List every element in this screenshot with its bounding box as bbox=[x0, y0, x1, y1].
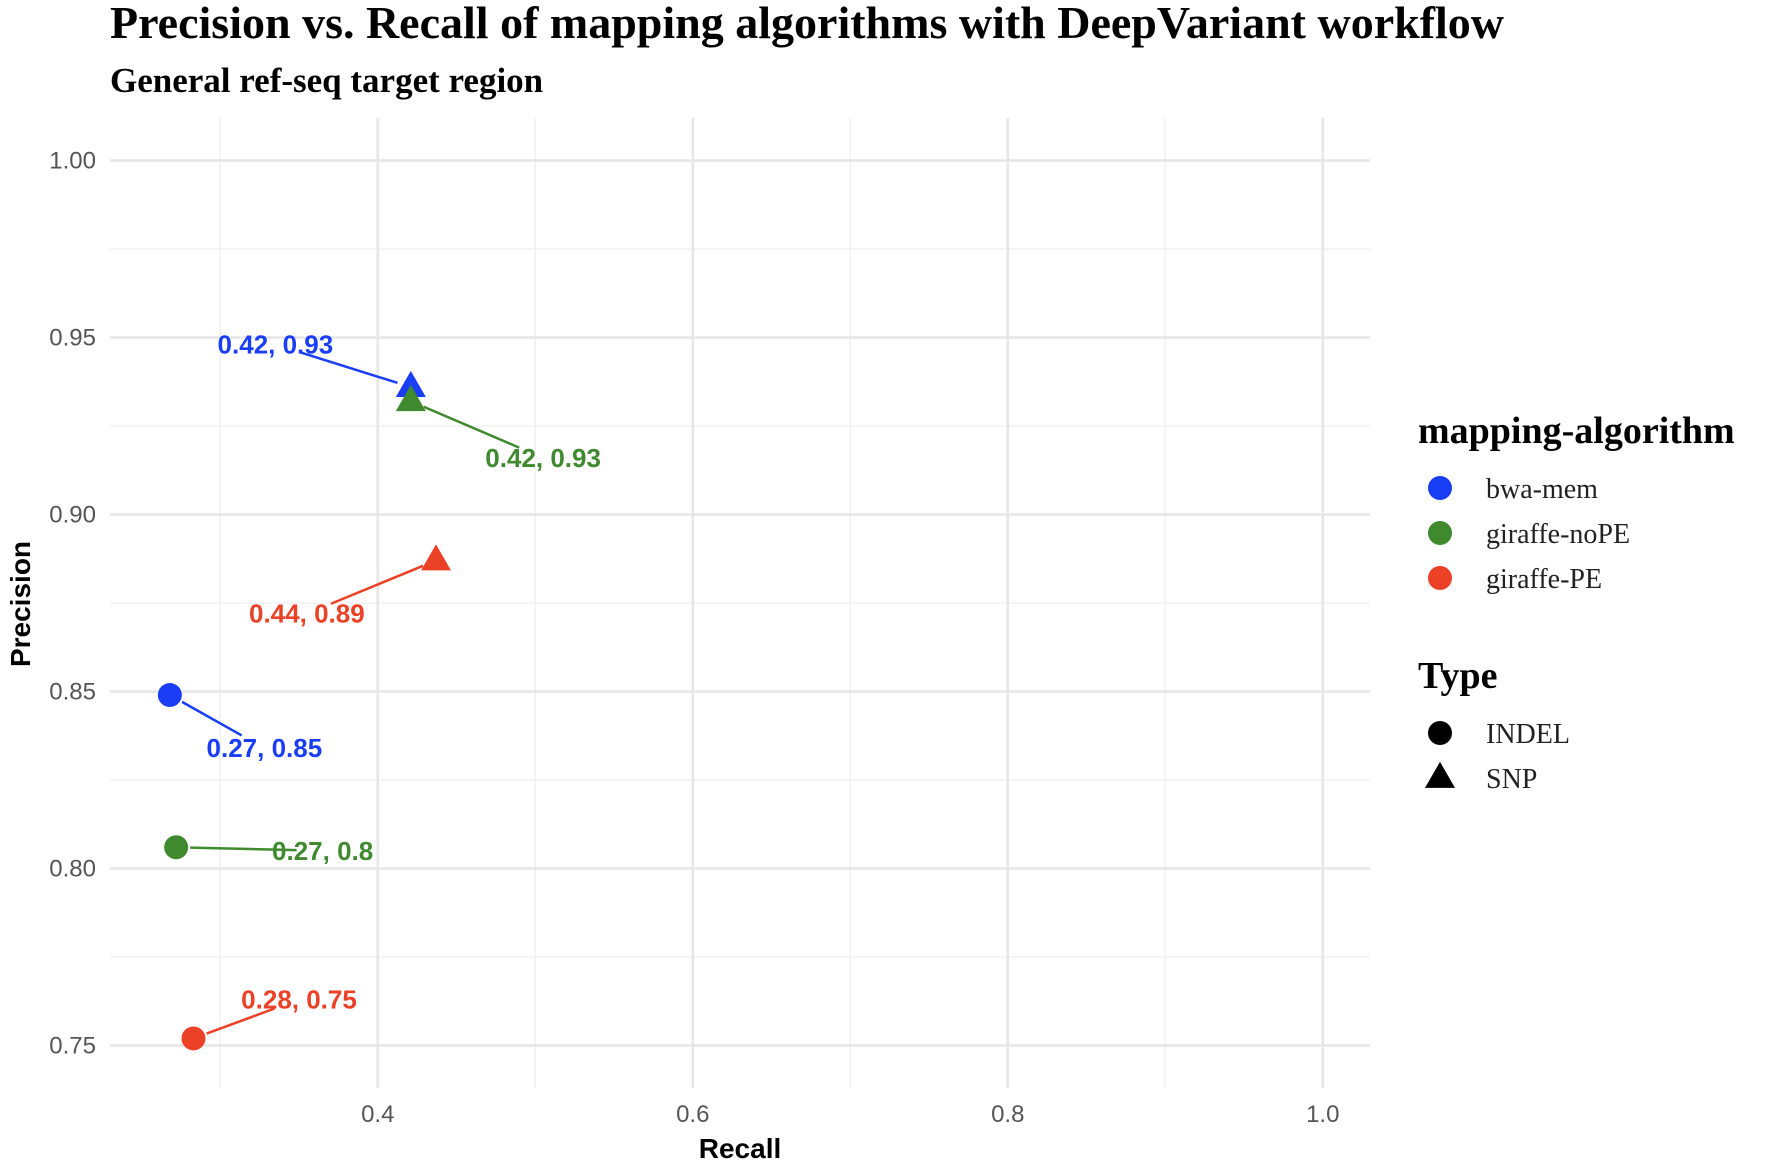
label-connector bbox=[330, 564, 424, 605]
legend-title: mapping-algorithm bbox=[1418, 410, 1735, 452]
data-points bbox=[157, 370, 452, 1051]
legend-circle-key bbox=[1428, 721, 1452, 745]
label-connector bbox=[299, 351, 398, 385]
indel-circle-point bbox=[181, 1026, 206, 1051]
point-value-label: 0.27, 0.85 bbox=[207, 733, 323, 763]
legend-color-key bbox=[1428, 476, 1452, 500]
legend-title: Type bbox=[1418, 655, 1498, 697]
legend-color-key bbox=[1428, 566, 1452, 590]
y-axis-title: Precision bbox=[5, 541, 36, 667]
legend-entry-label: giraffe-noPE bbox=[1486, 519, 1630, 550]
y-tick-label: 0.95 bbox=[49, 324, 96, 351]
legend-entry-label: INDEL bbox=[1486, 719, 1570, 750]
legend-triangle-key bbox=[1425, 761, 1455, 788]
legend-entry-label: SNP bbox=[1486, 764, 1537, 795]
y-tick-label: 0.90 bbox=[49, 501, 96, 528]
legend-entry-label: giraffe-PE bbox=[1486, 564, 1602, 595]
indel-circle-point bbox=[157, 683, 182, 708]
snp-triangle-point bbox=[421, 544, 452, 571]
y-tick-label: 0.75 bbox=[49, 1033, 96, 1060]
axis-ticks: 0.4 0.6 0.8 1.0 0.75 0.80 0.85 0.90 0.95 1.00 bbox=[49, 147, 1339, 1128]
x-axis-title: Recall bbox=[699, 1133, 782, 1164]
label-connector bbox=[190, 846, 297, 852]
label-connector bbox=[423, 405, 520, 449]
indel-circle-point bbox=[164, 835, 189, 860]
snp-triangle-point bbox=[395, 370, 426, 397]
x-tick-label: 0.8 bbox=[991, 1101, 1024, 1128]
point-labels: 0.42, 0.93 0.42, 0.93 0.44, 0.89 0.27, 0.85… bbox=[207, 330, 601, 1015]
y-tick-label: 1.00 bbox=[49, 147, 96, 174]
label-connectors bbox=[181, 351, 520, 1035]
legend: mapping-algorithm bwa-mem giraffe-noPE gira… bbox=[1418, 410, 1735, 795]
x-tick-label: 0.6 bbox=[676, 1101, 709, 1128]
label-connector bbox=[206, 1007, 276, 1035]
x-tick-label: 1.0 bbox=[1306, 1101, 1339, 1128]
point-value-label: 0.27, 0.8 bbox=[272, 836, 373, 866]
x-tick-label: 0.4 bbox=[361, 1101, 394, 1128]
y-tick-label: 0.80 bbox=[49, 856, 96, 883]
y-tick-label: 0.85 bbox=[49, 679, 96, 706]
point-value-label: 0.42, 0.93 bbox=[485, 443, 601, 473]
label-connector bbox=[181, 700, 243, 737]
snp-triangle-point bbox=[395, 385, 426, 412]
point-value-label: 0.42, 0.93 bbox=[218, 330, 334, 360]
grid-lines bbox=[110, 118, 1370, 1088]
legend-color-key bbox=[1428, 521, 1452, 545]
legend-entry-label: bwa-mem bbox=[1486, 474, 1598, 505]
chart-subtitle: General ref-seq target region bbox=[110, 61, 543, 100]
chart-title: Precision vs. Recall of mapping algorith… bbox=[110, 0, 1504, 48]
point-value-label: 0.28, 0.75 bbox=[241, 984, 357, 1014]
point-value-label: 0.44, 0.89 bbox=[249, 599, 365, 629]
